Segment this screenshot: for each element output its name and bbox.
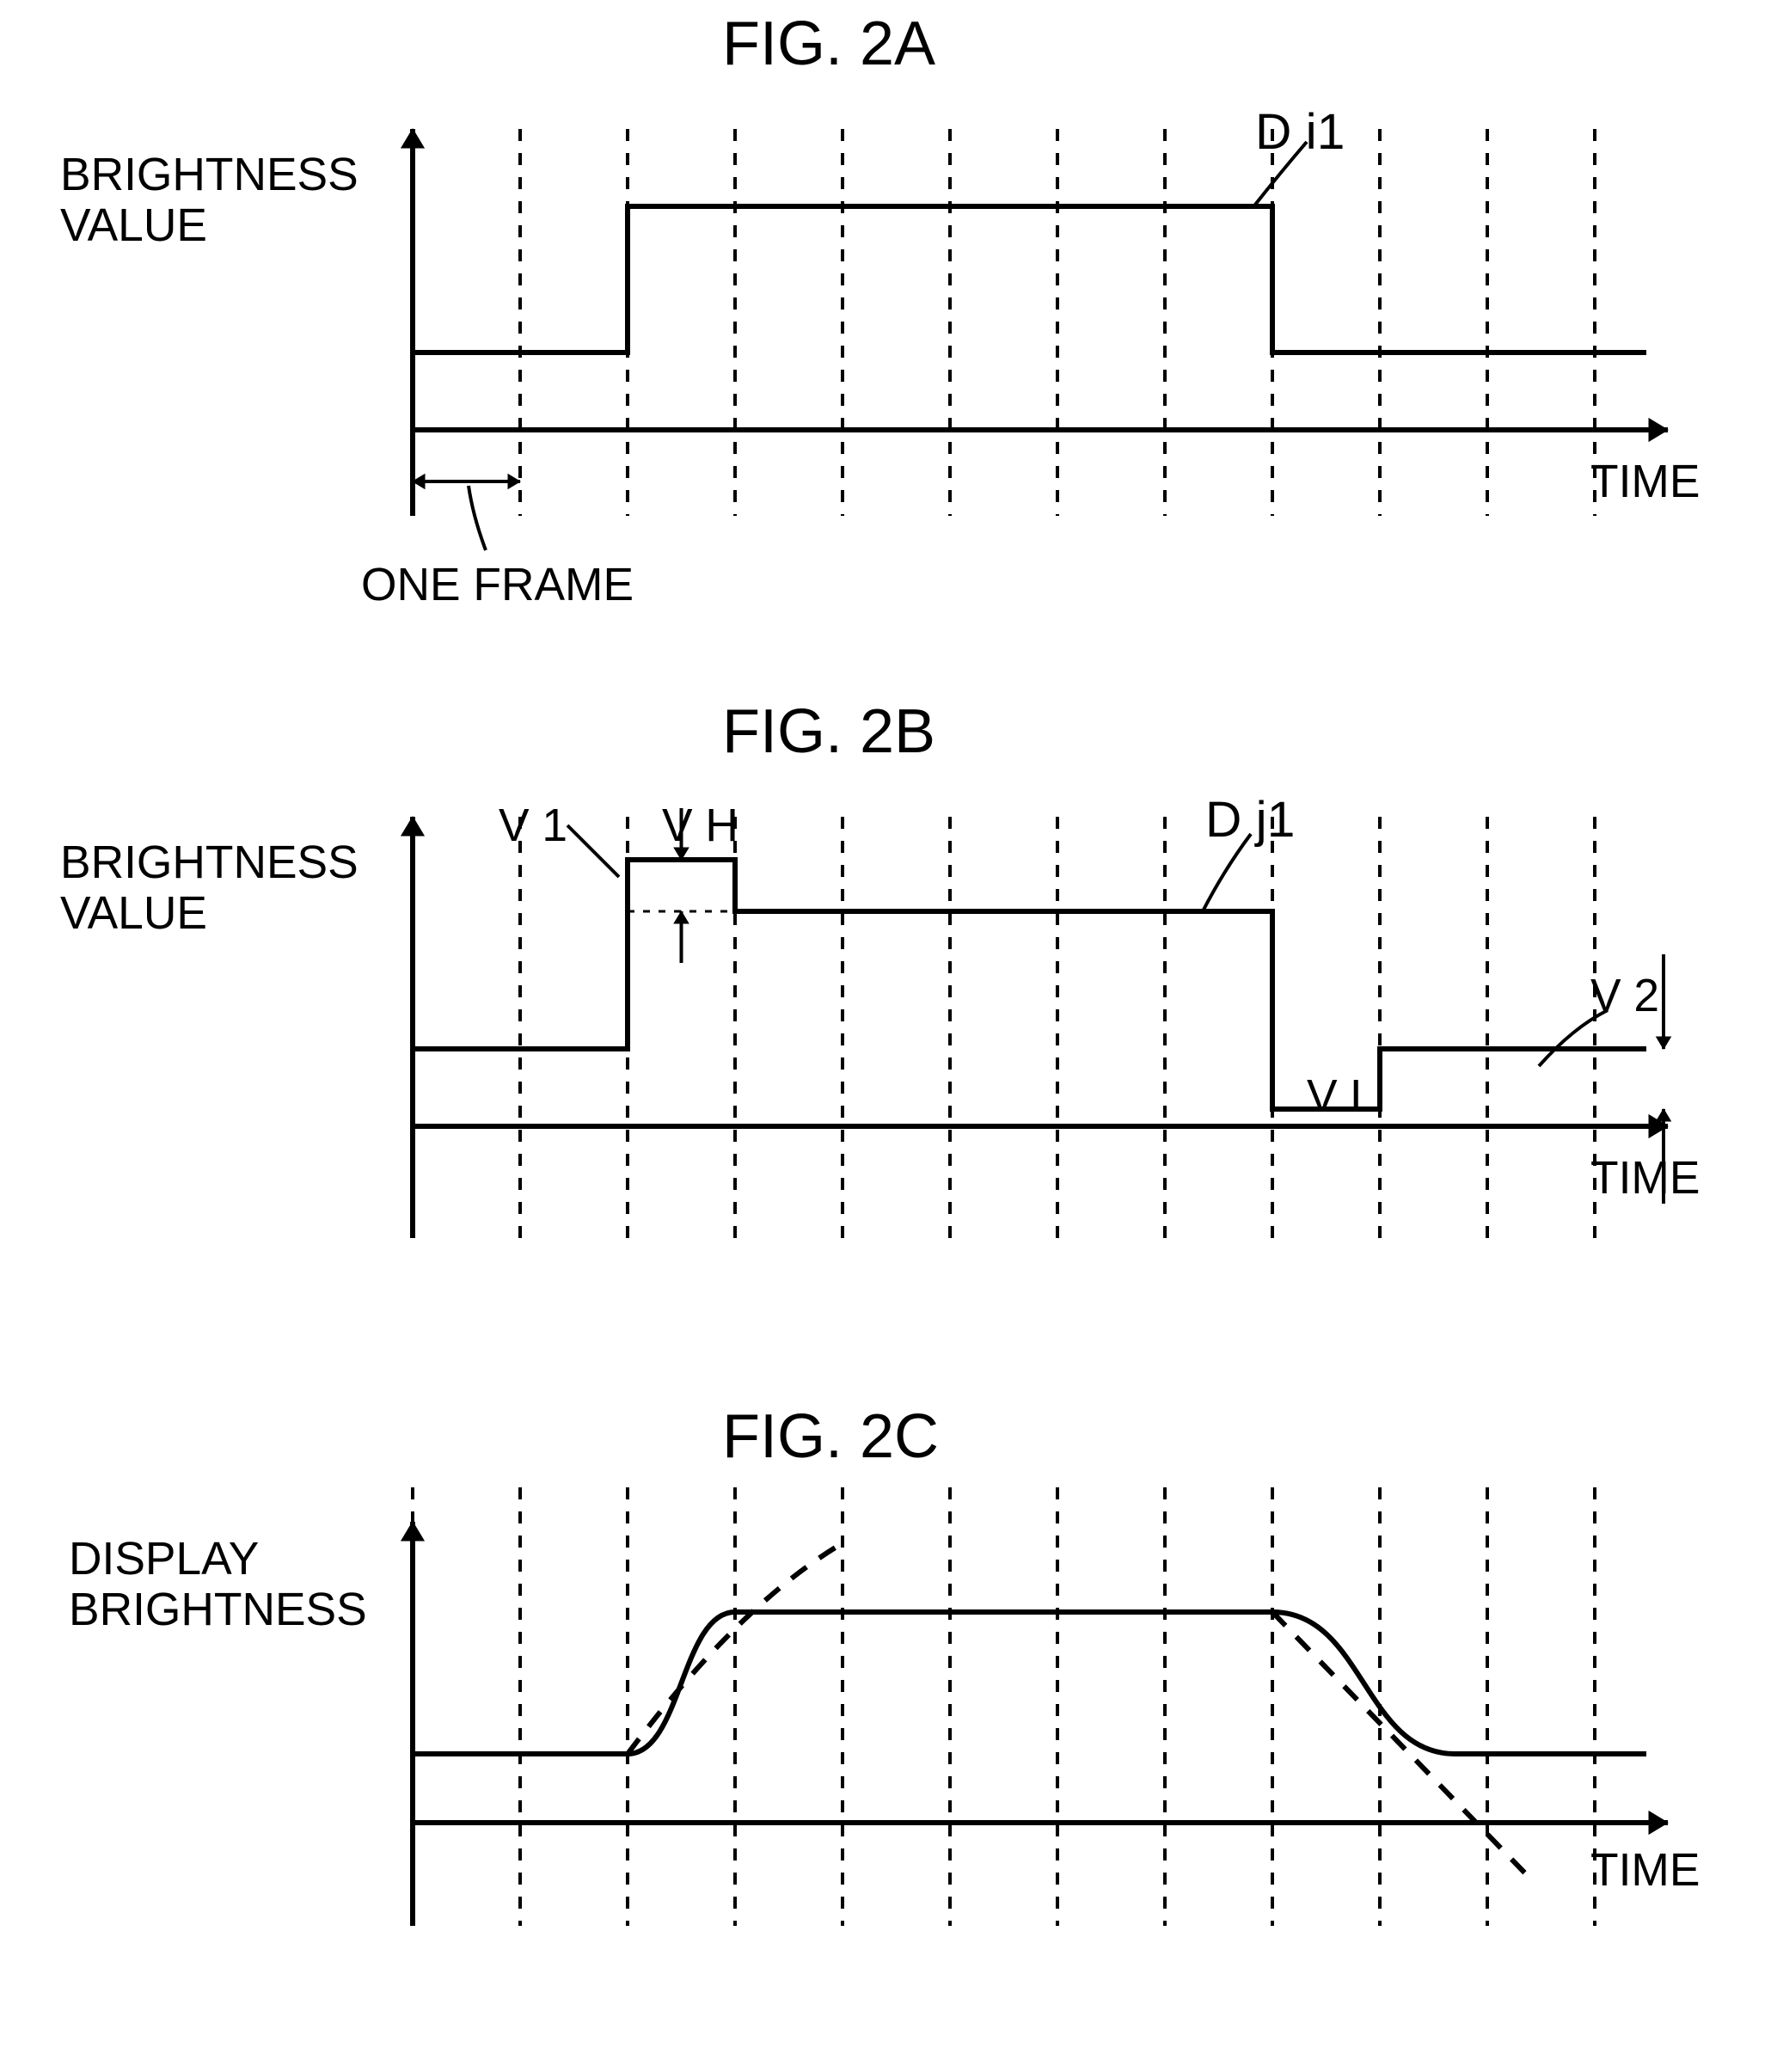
figure-2c: FIG. 2C DISPLAY BRIGHTNESS TIME [0,1393,1771,2063]
fig2b-plot [0,688,1771,1358]
fig2a-plot [0,0,1771,671]
figure-2b: FIG. 2B BRIGHTNESS VALUE TIME D j1 V 1 V… [0,688,1771,1358]
figure-2a: FIG. 2A BRIGHTNESS VALUE TIME D i1 ONE F… [0,0,1771,671]
fig2c-plot [0,1393,1771,2063]
